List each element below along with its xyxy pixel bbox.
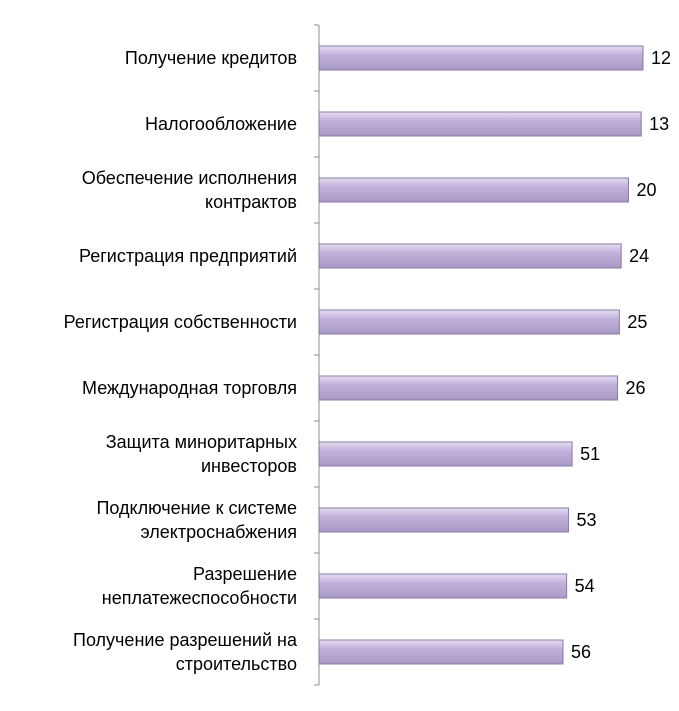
- value-label: 24: [629, 246, 649, 266]
- category-label: Международная торговля: [82, 378, 297, 398]
- category-label-line: электроснабжения: [141, 522, 298, 542]
- category-label: Обеспечение исполнения контрактов: [82, 168, 297, 212]
- category-label-line: Защита миноритарных: [106, 432, 297, 452]
- category-label-line: неплатежеспособности: [102, 588, 297, 608]
- category-axis: [314, 24, 320, 686]
- bar: [318, 507, 569, 533]
- category-label-line: инвесторов: [201, 456, 297, 476]
- value-label: 20: [636, 180, 656, 200]
- value-labels: 12 13 20 24 25 26 51 53 54 56: [571, 48, 671, 662]
- bar: [318, 639, 564, 665]
- category-label-line: Налогообложение: [145, 114, 297, 134]
- bar: [318, 45, 644, 71]
- value-label: 13: [649, 114, 669, 134]
- value-label: 25: [627, 312, 647, 332]
- value-label: 56: [571, 642, 591, 662]
- category-label-line: Получение кредитов: [125, 48, 297, 68]
- category-label: Регистрация предприятий: [79, 246, 297, 266]
- value-label: 53: [576, 510, 596, 530]
- value-label: 12: [651, 48, 671, 68]
- bar: [318, 441, 573, 467]
- bar: [318, 111, 642, 137]
- category-label-line: Подключение к системе: [96, 498, 297, 518]
- bar: [318, 243, 622, 269]
- bar: [318, 177, 629, 203]
- category-label-line: Обеспечение исполнения: [82, 168, 297, 188]
- value-label: 51: [580, 444, 600, 464]
- bar: [318, 309, 620, 335]
- value-label: 26: [626, 378, 646, 398]
- value-label: 54: [575, 576, 595, 596]
- category-label-line: строительство: [176, 654, 297, 674]
- category-label: Налогообложение: [145, 114, 297, 134]
- category-label: Получение разрешений на строительство: [73, 630, 298, 674]
- category-label-line: Разрешение: [193, 564, 297, 584]
- bar: [318, 573, 568, 599]
- category-label: Подключение к системе электроснабжения: [96, 498, 297, 542]
- category-label: Защита миноритарных инвесторов: [106, 432, 297, 476]
- category-label-line: Получение разрешений на: [73, 630, 298, 650]
- category-label-line: Международная торговля: [82, 378, 297, 398]
- category-label-line: контрактов: [205, 192, 297, 212]
- category-labels: Получение кредитов Налогообложение Обеспеч…: [64, 48, 298, 674]
- category-label: Регистрация собственности: [64, 312, 297, 332]
- category-label-line: Регистрация предприятий: [79, 246, 297, 266]
- category-label-line: Регистрация собственности: [64, 312, 297, 332]
- category-label: Разрешение неплатежеспособности: [102, 564, 297, 608]
- bar: [318, 375, 619, 401]
- category-label: Получение кредитов: [125, 48, 297, 68]
- bars: [318, 45, 644, 665]
